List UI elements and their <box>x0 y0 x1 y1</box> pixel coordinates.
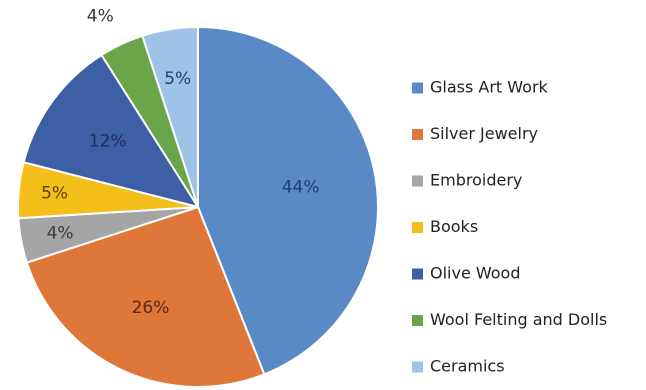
legend-swatch <box>412 315 423 326</box>
legend-label: Wool Felting and Dolls <box>430 310 607 329</box>
pie-slice-silver-jewelry <box>25 205 266 388</box>
legend-swatch <box>412 361 423 373</box>
legend-swatch <box>412 82 423 94</box>
legend-label: Glass Art Work <box>430 78 549 97</box>
legend: Glass Art Work Silver Jewelry Embroidery Bo… <box>412 78 607 376</box>
legend-item-ceramics: Ceramics <box>412 357 505 376</box>
legend-swatch <box>412 222 423 233</box>
pie-slice-ceramics <box>141 25 199 208</box>
legend-swatch <box>412 268 423 280</box>
legend-swatch <box>412 129 423 140</box>
pie-slice-olive-wood <box>22 53 201 209</box>
legend-item-wool-felting-and-dolls: Wool Felting and Dolls <box>412 310 607 329</box>
data-label-glass-art-work: 44% <box>282 177 320 197</box>
data-label-wool-felting-and-dolls: 4% <box>87 6 114 26</box>
legend-item-olive-wood: Olive Wood <box>412 264 521 283</box>
data-label-ceramics: 5% <box>164 69 191 89</box>
data-label-books: 5% <box>41 183 68 203</box>
legend-label: Embroidery <box>430 171 522 190</box>
legend-label: Books <box>430 217 478 236</box>
legend-label: Silver Jewelry <box>430 124 538 143</box>
data-label-embroidery: 4% <box>47 223 74 243</box>
legend-item-silver-jewelry: Silver Jewelry <box>412 124 538 143</box>
legend-item-glass-art-work: Glass Art Work <box>412 78 549 97</box>
pie-slices <box>17 25 379 388</box>
legend-item-books: Books <box>412 217 478 236</box>
pie-slice-glass-art-work <box>197 25 379 376</box>
data-label-olive-wood: 12% <box>89 131 127 151</box>
legend-label: Olive Wood <box>430 264 521 283</box>
legend-item-embroidery: Embroidery <box>412 171 522 190</box>
legend-label: Ceramics <box>430 357 505 376</box>
data-label-silver-jewelry: 26% <box>132 298 170 318</box>
legend-swatch <box>412 175 423 187</box>
pie-data-labels: 44% 26% 4% 5% 12% 4% 5% <box>41 6 319 318</box>
